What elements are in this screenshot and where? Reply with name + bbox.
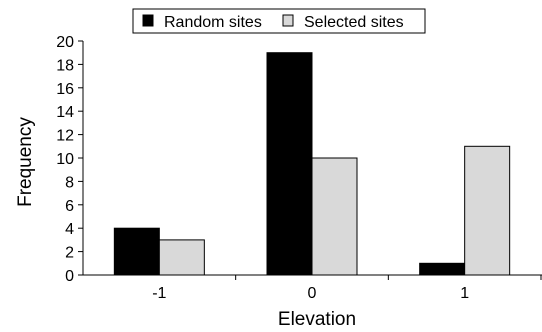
y-tick-label: 14 xyxy=(56,104,74,121)
bar-selected-sites xyxy=(158,239,205,276)
x-tick-label: 0 xyxy=(308,285,317,302)
y-tick-label: 16 xyxy=(56,81,74,98)
y-tick-label: 2 xyxy=(65,245,74,262)
y-tick-label: 20 xyxy=(56,34,74,51)
legend-swatch-selected-sites xyxy=(282,14,294,27)
y-tick-label: 12 xyxy=(56,128,74,145)
bar-random-sites xyxy=(266,52,313,276)
y-tick-label: 4 xyxy=(65,221,74,238)
x-axis-ticks: -1 0 1 xyxy=(152,275,542,302)
x-tick-label: 1 xyxy=(460,285,469,302)
bar-selected-sites xyxy=(311,157,358,276)
legend-swatch-random-sites xyxy=(142,14,154,27)
bar-random-sites xyxy=(113,227,160,276)
x-axis-title: Elevation xyxy=(278,309,356,330)
y-axis-title: Frequency xyxy=(15,117,36,207)
x-tick-label: -1 xyxy=(152,285,166,302)
bars xyxy=(113,52,511,276)
bar-random-sites xyxy=(419,262,466,276)
y-tick-label: 8 xyxy=(65,174,74,191)
legend-label-selected-sites: Selected sites xyxy=(304,14,404,31)
y-tick-label: 0 xyxy=(65,268,74,285)
y-axis-ticks: 0 2 4 6 8 10 12 14 16 18 20 xyxy=(56,34,83,285)
legend: Random sites Selected sites xyxy=(132,8,426,34)
y-tick-label: 10 xyxy=(56,151,74,168)
bar-selected-sites xyxy=(464,145,511,276)
legend-label-random-sites: Random sites xyxy=(164,14,262,31)
y-tick-label: 18 xyxy=(56,57,74,74)
legend-box xyxy=(132,8,426,34)
y-tick-label: 6 xyxy=(65,198,74,215)
